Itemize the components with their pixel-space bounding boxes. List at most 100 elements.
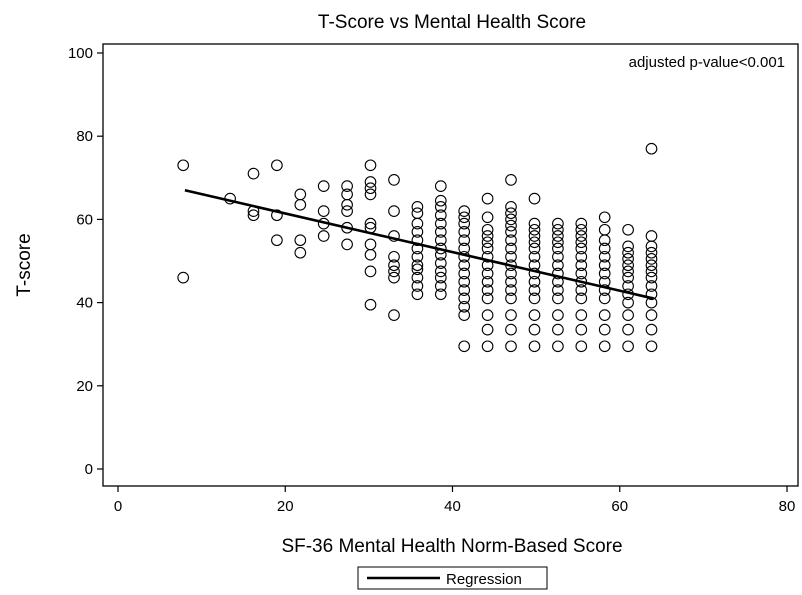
data-point — [481, 242, 494, 255]
data-point — [434, 280, 447, 292]
data-point — [481, 250, 494, 263]
data-point — [434, 288, 447, 301]
data-point — [434, 234, 447, 247]
data-point — [622, 280, 634, 292]
data-point — [388, 230, 400, 242]
data-point — [411, 259, 424, 272]
data-point — [458, 300, 471, 313]
data-point — [505, 226, 517, 238]
data-point — [458, 217, 471, 230]
data-point — [505, 323, 517, 336]
data-point — [528, 230, 541, 242]
data-point — [528, 292, 541, 305]
data-point — [341, 198, 353, 211]
data-point — [552, 259, 564, 272]
data-point — [458, 284, 471, 296]
data-point — [598, 211, 611, 224]
data-point — [434, 180, 447, 192]
data-point — [481, 275, 494, 288]
data-point — [552, 323, 564, 336]
data-point — [388, 309, 400, 321]
data-point — [364, 238, 377, 251]
y-tick-label: 100 — [68, 45, 93, 62]
legend-box — [357, 566, 548, 590]
data-point — [388, 205, 400, 217]
data-point — [364, 176, 377, 188]
data-point — [411, 234, 424, 247]
data-point — [575, 236, 588, 249]
y-tick-label: 80 — [76, 128, 93, 145]
data-point — [247, 209, 260, 222]
data-point — [364, 217, 377, 230]
data-point — [505, 309, 517, 321]
data-point — [481, 223, 494, 236]
data-point — [388, 259, 400, 272]
y-tick-label: 0 — [85, 461, 93, 478]
data-point — [598, 250, 611, 263]
data-point — [575, 267, 588, 280]
data-point — [458, 259, 471, 272]
data-point — [575, 242, 588, 255]
data-point — [434, 226, 447, 238]
data-point — [411, 201, 424, 213]
data-point — [575, 340, 588, 353]
data-point — [645, 323, 658, 336]
data-point — [505, 284, 517, 296]
data-point — [528, 242, 541, 255]
data-point — [528, 236, 541, 249]
data-point — [388, 174, 400, 186]
data-point — [481, 236, 494, 249]
data-point — [411, 250, 424, 263]
data-point — [294, 198, 307, 211]
data-point — [622, 259, 634, 272]
x-axis-title: SF-36 Mental Health Norm-Based Score — [281, 536, 622, 557]
data-point — [388, 265, 400, 278]
data-point — [552, 223, 564, 236]
data-point — [481, 340, 494, 353]
data-point — [458, 275, 471, 288]
data-point — [434, 201, 447, 213]
data-point — [341, 180, 353, 192]
data-point — [411, 271, 424, 284]
data-point — [481, 323, 494, 336]
data-point — [622, 223, 634, 236]
data-point — [645, 288, 658, 301]
data-point — [458, 309, 471, 321]
data-point — [458, 205, 471, 217]
data-point — [528, 192, 541, 205]
x-tick-label: 80 — [779, 498, 796, 515]
data-point — [481, 292, 494, 305]
data-point — [575, 309, 588, 321]
data-point — [458, 292, 471, 305]
y-axis-title: T-score — [14, 233, 35, 296]
data-point — [645, 246, 658, 259]
data-point — [481, 230, 494, 242]
data-point — [598, 292, 611, 305]
data-point — [481, 192, 494, 205]
data-point — [411, 226, 424, 238]
data-point — [622, 309, 634, 321]
data-point — [598, 259, 611, 272]
data-point — [528, 250, 541, 263]
data-point — [434, 257, 447, 269]
data-point — [364, 298, 377, 311]
data-point — [622, 240, 634, 253]
data-point — [341, 188, 353, 201]
data-point — [341, 238, 353, 251]
data-point — [575, 230, 588, 242]
data-point — [645, 309, 658, 321]
data-point — [341, 205, 353, 217]
data-point — [388, 271, 400, 284]
data-point — [552, 284, 564, 296]
data-point — [434, 194, 447, 207]
data-point — [411, 207, 424, 220]
data-point — [598, 234, 611, 247]
data-point — [505, 213, 517, 226]
data-points — [177, 142, 658, 353]
data-point — [458, 234, 471, 247]
regression-line — [184, 189, 654, 300]
data-point — [552, 309, 564, 321]
data-point — [505, 207, 517, 220]
data-point — [434, 271, 447, 284]
data-point — [645, 253, 658, 265]
